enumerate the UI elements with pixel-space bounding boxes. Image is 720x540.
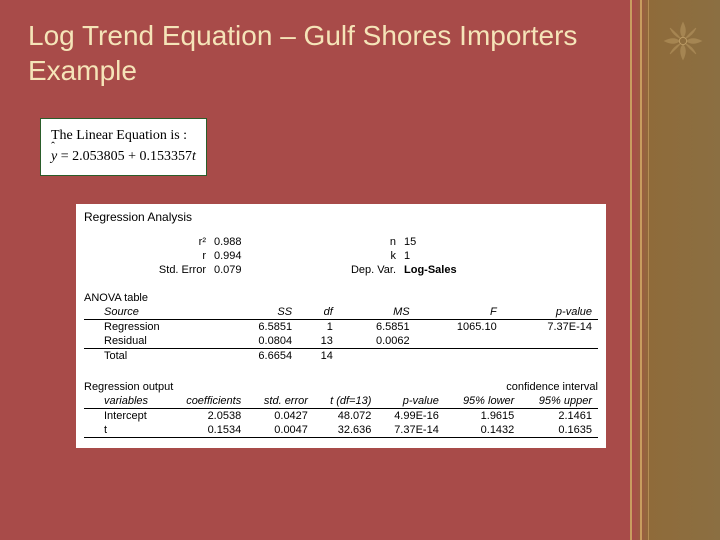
flower-ornament [660,18,706,64]
r2-label: r² [84,236,214,248]
anova-header: p-value [503,305,598,320]
k-label: k [284,250,404,262]
slide-title: Log Trend Equation – Gulf Shores Importe… [28,18,588,88]
equation-heading: The Linear Equation is : [51,125,196,146]
summary-stats: r² 0.988 n 15 r 0.994 k 1 Std. Error 0.0… [84,236,598,276]
output-header: 95% upper [520,394,598,409]
anova-header: MS [339,305,416,320]
equation-box: The Linear Equation is : ˆy = 2.053805 +… [40,118,207,176]
output-header: std. error [247,394,314,409]
output-header: p-value [377,394,444,409]
n-value: 15 [404,236,474,248]
anova-header: Source [84,305,221,320]
k-value: 1 [404,250,474,262]
anova-label: ANOVA table [84,292,598,304]
regression-heading: Regression Analysis [84,210,598,224]
r-value: 0.994 [214,250,284,262]
table-row: t0.15340.004732.6367.37E-140.14320.1635 [84,423,598,438]
anova-header: F [416,305,503,320]
decorative-right-strip [630,0,720,540]
output-label-left: Regression output [84,381,173,393]
dep-value: Log-Sales [404,264,474,276]
anova-header: df [298,305,339,320]
output-header: t (df=13) [314,394,377,409]
anova-header: SS [221,305,298,320]
output-label-right: confidence interval [506,381,598,393]
output-table: variablescoefficientsstd. errort (df=13)… [84,394,598,438]
output-header: 95% lower [445,394,520,409]
regression-panel: Regression Analysis r² 0.988 n 15 r 0.99… [76,204,606,448]
output-header: coefficients [167,394,247,409]
table-row: Regression6.585116.58511065.107.37E-14 [84,320,598,335]
se-value: 0.079 [214,264,284,276]
output-header: variables [84,394,167,409]
dep-label: Dep. Var. [284,264,404,276]
equation-body: ˆy = 2.053805 + 0.153357t [51,146,196,167]
r-label: r [84,250,214,262]
n-label: n [284,236,404,248]
table-row: Residual0.0804130.0062 [84,334,598,349]
table-row: Intercept2.05380.042748.0724.99E-161.961… [84,409,598,424]
anova-table: SourceSSdfMSFp-value Regression6.585116.… [84,305,598,363]
r2-value: 0.988 [214,236,284,248]
se-label: Std. Error [84,264,214,276]
table-row: Total6.665414 [84,349,598,364]
